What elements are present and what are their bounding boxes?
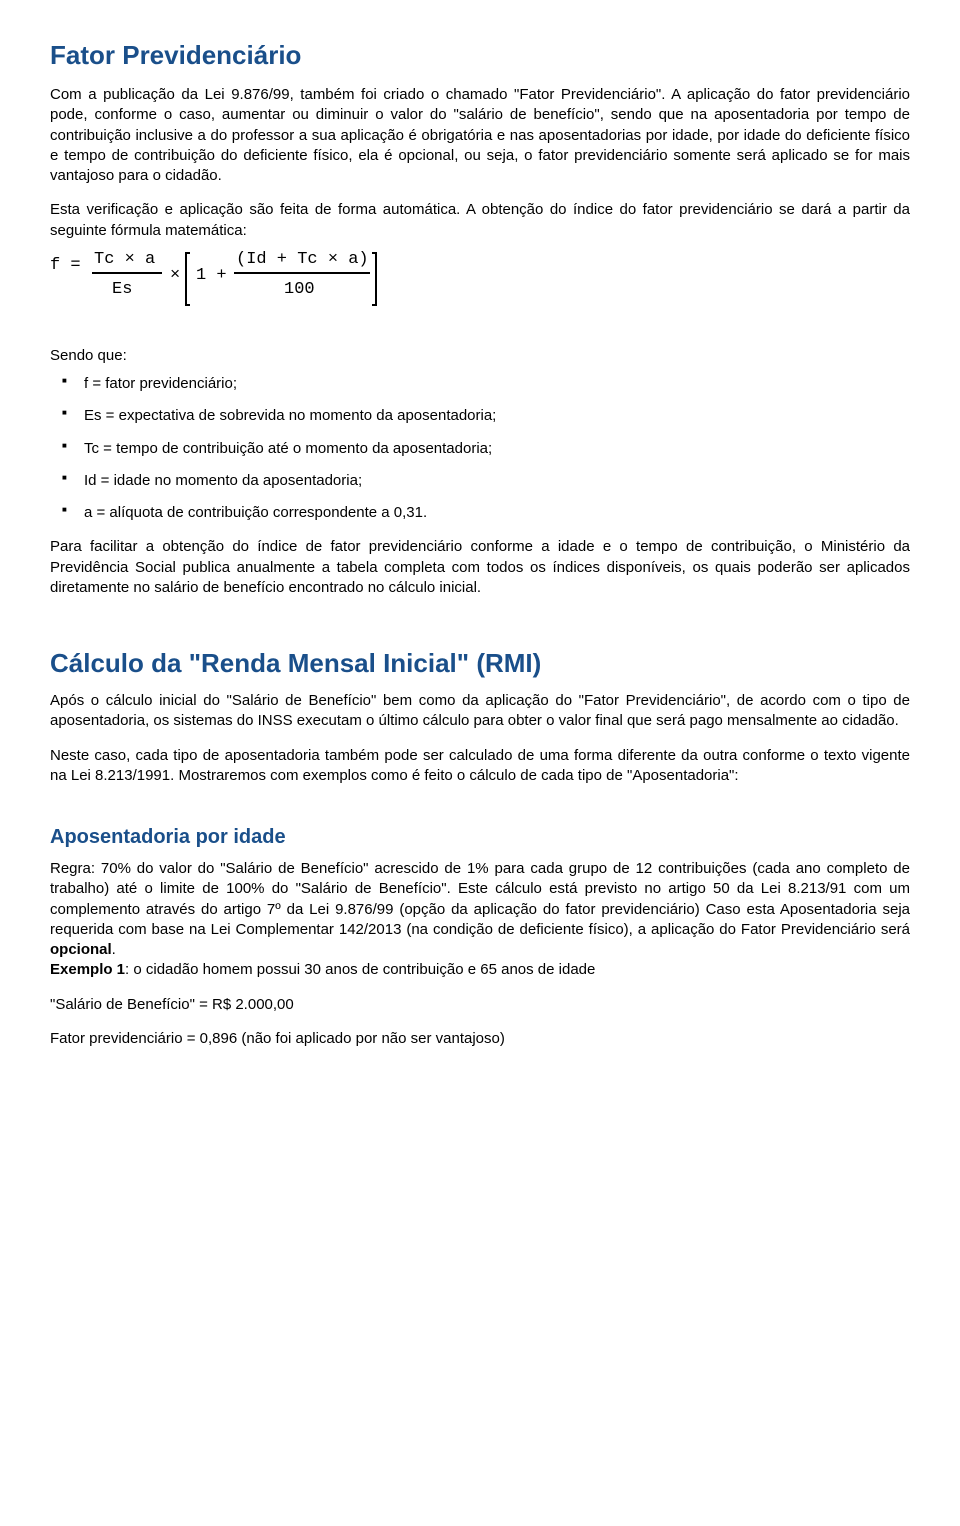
list-item: Es = expectativa de sobrevida no momento… [84,406,910,426]
paragraph: Neste caso, cada tipo de aposentadoria t… [50,746,910,787]
paragraph: Após o cálculo inicial do "Salário de Be… [50,691,910,732]
svg-text:f =: f = [50,256,81,275]
exemplo-label: Exemplo 1 [50,961,125,978]
formula-intro-text: Esta verificação e aplicação são feita d… [50,201,910,238]
paragraph: Regra: 70% do valor do "Salário de Benef… [50,859,910,960]
period: . [112,941,116,958]
svg-text:×: × [170,266,180,285]
rule-text: Regra: 70% do valor do "Salário de Benef… [50,860,910,938]
list-item: Id = idade no momento da aposentadoria; [84,471,910,491]
section-title-fator: Fator Previdenciário [50,40,910,71]
section-title-rmi: Cálculo da "Renda Mensal Inicial" (RMI) [50,648,910,679]
list-item: f = fator previdenciário; [84,374,910,394]
opcional-word: opcional [50,941,112,958]
paragraph: Exemplo 1: o cidadão homem possui 30 ano… [50,960,910,980]
list-item: Tc = tempo de contribuição até o momento… [84,439,910,459]
paragraph: Fator previdenciário = 0,896 (não foi ap… [50,1029,910,1049]
svg-text:Tc × a: Tc × a [94,250,155,269]
svg-text:Es: Es [112,280,132,299]
exemplo-text: : o cidadão homem possui 30 anos de cont… [125,961,595,978]
svg-text:1 +: 1 + [196,266,227,285]
sendo-que-label: Sendo que: [50,347,910,364]
svg-text:100: 100 [284,280,315,299]
formula-legend-list: f = fator previdenciário; Es = expectati… [50,374,910,523]
svg-text:(Id + Tc × a): (Id + Tc × a) [236,250,369,269]
paragraph: Para facilitar a obtenção do índice de f… [50,537,910,598]
section-title-aposentadoria-idade: Aposentadoria por idade [50,826,910,849]
list-item: a = alíquota de contribuição corresponde… [84,503,910,523]
paragraph: "Salário de Benefício" = R$ 2.000,00 [50,995,910,1015]
paragraph: Esta verificação e aplicação são feita d… [50,200,910,317]
paragraph: Com a publicação da Lei 9.876/99, também… [50,85,910,186]
formula-image: f = Tc × a Es × 1 + (Id + Tc × a) 100 [50,247,380,317]
